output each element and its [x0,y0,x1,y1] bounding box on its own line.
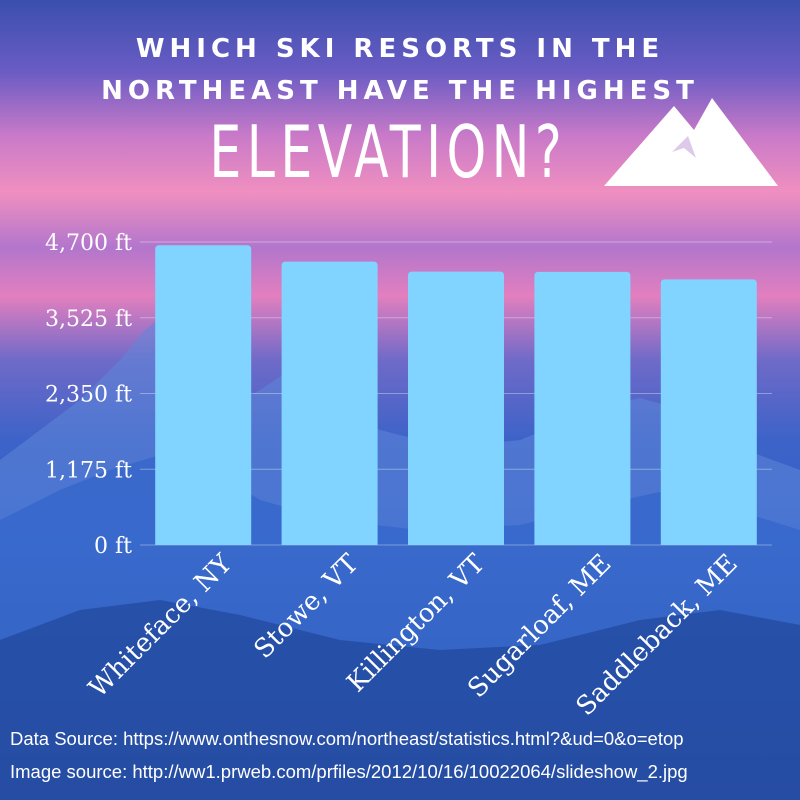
title-line-2: NORTHEAST HAVE THE HIGHEST [101,76,699,106]
chart-bars [155,245,757,546]
y-tick-label: 3,525 ft [45,307,132,332]
x-tick-label: Stowe, VT [248,548,365,665]
bar [660,279,757,545]
bar [408,271,504,545]
x-tick-label: Whiteface, NY [83,548,239,704]
bar [534,271,631,545]
title-line-3: ELEVATION? [209,110,568,194]
y-tick-label: 0 ft [94,534,132,559]
y-tick-label: 4,700 ft [45,231,132,256]
data-source-text: Data Source: https://www.onthesnow.com/n… [10,728,684,749]
y-tick-label: 2,350 ft [45,383,132,408]
mountain-icon [604,98,778,186]
bar [281,261,378,545]
bar [155,245,252,546]
image-source-text: Image source: http://ww1.prweb.com/prfil… [10,761,688,782]
title-line-1: WHICH SKI RESORTS IN THE [135,34,665,64]
y-tick-label: 1,175 ft [45,458,132,483]
y-axis-ticks: 0 ft 1,175 ft 2,350 ft 3,525 ft 4,700 ft [45,231,132,559]
